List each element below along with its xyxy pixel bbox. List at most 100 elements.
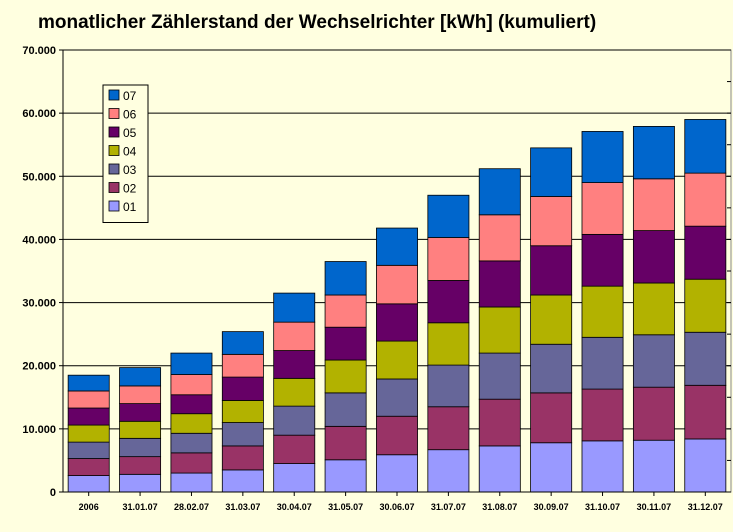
bar-segment-07-4 [273,292,316,323]
bar-segment-04-6 [376,340,418,380]
bar-segment-04-4 [273,377,316,407]
legend-label-05: 05 [123,126,137,140]
bar-segment-05-6 [376,303,418,342]
legend-swatch-03 [108,163,120,175]
bar-segment-06-0 [67,390,110,409]
bar-segment-03-3 [221,422,264,447]
y-tick-label: 50.000 [22,171,56,183]
bar-segment-05-10 [581,233,624,287]
x-tick-label: 31.12.07 [688,502,723,512]
x-tick-label: 30.11.07 [637,502,672,512]
bar-segment-06-7 [427,237,470,281]
bar-segment-03-7 [427,364,470,408]
bar-segment-02-5 [324,425,367,461]
y-tick-label: 20.000 [22,361,56,373]
y-tick-label: 60.000 [22,108,56,120]
bar-segment-03-12 [684,331,727,386]
x-tick-label: 28.02.07 [174,502,209,512]
bar-segment-05-8 [478,260,521,308]
bar-segment-04-5 [324,359,367,394]
bar-segment-07-0 [67,374,110,392]
bar-segment-05-2 [170,394,213,415]
bar-segment-04-1 [119,420,162,439]
bar-segment-07-5 [324,261,367,296]
bar-segment-07-8 [478,168,521,216]
bar-segment-03-8 [478,352,521,400]
x-tick-label: 2006 [79,502,99,512]
bar-segment-04-11 [632,282,675,336]
bar-segment-01-8 [478,445,521,493]
bar-segment-03-6 [376,378,418,417]
bar-segment-01-2 [170,472,213,493]
bar-segment-05-11 [632,230,675,284]
bar-segment-06-11 [632,178,675,231]
bar-segment-02-9 [530,392,573,444]
legend-label-04: 04 [123,145,137,159]
bar-segment-06-4 [273,321,316,351]
bar-segment-01-7 [427,449,470,493]
bar-segment-07-9 [530,147,573,197]
bar-segment-02-7 [427,406,470,451]
bar-segment-06-5 [324,294,367,328]
x-tick-label: 31.08.07 [482,502,517,512]
bar-segment-01-3 [221,469,264,493]
x-tick-label: 30.09.07 [534,502,569,512]
bar-segment-06-1 [119,385,162,405]
bar-segment-05-12 [684,225,727,280]
bar-segment-07-1 [119,367,162,387]
y-tick-label: 10.000 [22,424,56,436]
x-tick-label: 31.07.07 [431,502,466,512]
bar-segment-06-3 [221,353,264,378]
x-tick-label: 30.04.07 [277,502,312,512]
bar-segment-02-0 [67,458,110,476]
bar-segment-04-3 [221,400,264,423]
y-tick-label: 30.000 [22,298,56,310]
x-tick-label: 31.05.07 [328,502,363,512]
y-tick-label: 70.000 [22,45,56,57]
bar-segment-01-5 [324,459,367,493]
bar-segment-05-0 [67,407,110,426]
bar-segment-04-12 [684,278,727,333]
bar-segment-01-9 [530,442,573,493]
bar-segment-06-6 [376,264,418,305]
legend-swatch-07 [108,89,120,101]
bar-segment-02-3 [221,445,264,471]
y-tick-label: 0 [50,487,56,499]
bar-segment-06-12 [684,172,727,227]
bar-segment-04-7 [427,322,470,366]
bar-segment-03-4 [273,405,316,436]
bar-segment-03-0 [67,441,110,459]
y-tick-label: 40.000 [22,234,56,246]
bar-segment-06-2 [170,374,213,396]
bar-segment-07-7 [427,194,470,238]
bar-segment-02-8 [478,398,521,447]
bar-segment-03-10 [581,336,624,390]
bar-segment-01-0 [67,475,110,493]
bar-segment-02-2 [170,452,213,474]
bar-segment-03-1 [119,437,162,458]
x-tick-label: 31.03.07 [225,502,260,512]
legend-swatch-04 [108,145,120,156]
bar-segment-07-11 [632,126,675,180]
legend-swatch-06 [108,108,120,119]
bar-segment-04-9 [530,294,573,345]
bar-segment-07-12 [684,119,727,174]
bar-segment-02-6 [376,415,418,456]
bar-segment-07-2 [170,352,213,375]
bar-segment-02-10 [581,388,624,442]
bar-segment-07-3 [221,331,264,355]
bar-segment-04-8 [478,306,521,354]
bar-segment-01-11 [632,439,675,493]
bar-segment-05-1 [119,403,162,422]
x-tick-label: 31.10.07 [585,502,620,512]
bar-segment-03-5 [324,392,367,427]
legend-label-01: 01 [123,200,137,214]
bar-segment-01-10 [581,440,624,493]
legend-label-02: 02 [123,182,137,196]
bar-segment-02-11 [632,386,675,441]
bar-segment-03-11 [632,334,675,388]
bar-segment-02-4 [273,434,316,464]
bar-segment-05-5 [324,326,367,361]
legend-label-07: 07 [123,89,137,103]
